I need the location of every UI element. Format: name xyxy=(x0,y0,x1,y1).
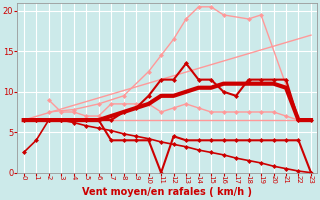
X-axis label: Vent moyen/en rafales ( km/h ): Vent moyen/en rafales ( km/h ) xyxy=(82,187,252,197)
